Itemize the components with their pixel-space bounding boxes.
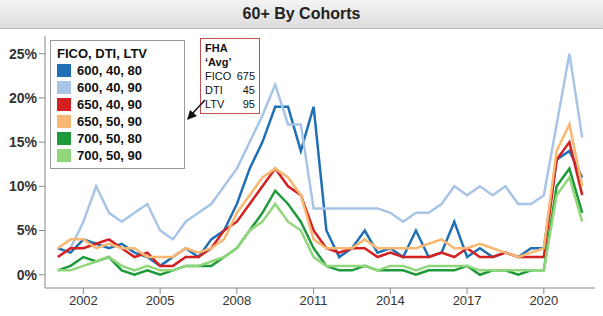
html-text:45: 45 xyxy=(242,84,255,96)
svg-text:10%: 10% xyxy=(9,178,38,194)
html-text:FICO, DTI, LTV: FICO, DTI, LTV xyxy=(57,46,147,61)
html-text:95: 95 xyxy=(242,98,255,110)
svg-text:20%: 20% xyxy=(9,90,38,106)
svg-text:2008: 2008 xyxy=(222,293,251,308)
svg-text:2011: 2011 xyxy=(300,293,328,308)
svg-text:5%: 5% xyxy=(17,222,38,238)
svg-text:2005: 2005 xyxy=(146,293,175,308)
html-text:700, 50, 90: 700, 50, 90 xyxy=(77,148,143,163)
html-text:60+ By Cohorts: 60+ By Cohorts xyxy=(242,5,361,22)
svg-text:2020: 2020 xyxy=(529,293,558,308)
html-text:FHA ‘Avg’: FHA ‘Avg’ xyxy=(205,42,232,68)
svg-text:15%: 15% xyxy=(9,134,38,150)
svg-text:0%: 0% xyxy=(17,267,38,283)
svg-text:2002: 2002 xyxy=(69,293,98,308)
html-text:DTI: DTI xyxy=(205,84,223,96)
svg-text:25%: 25% xyxy=(9,46,38,62)
html-text:650, 40, 90: 650, 40, 90 xyxy=(77,97,143,112)
html-text:FICO 675: FICO 675 xyxy=(205,70,255,82)
html-text:600, 40, 80: 600, 40, 80 xyxy=(77,63,143,78)
html-text:600, 40, 90: 600, 40, 90 xyxy=(77,80,143,95)
html-text:650, 50, 90: 650, 50, 90 xyxy=(77,114,143,129)
svg-text:2014: 2014 xyxy=(376,293,405,308)
html-text:LTV: LTV xyxy=(205,98,225,110)
html-text:700, 50, 80: 700, 50, 80 xyxy=(77,131,143,146)
svg-text:2017: 2017 xyxy=(453,293,482,308)
